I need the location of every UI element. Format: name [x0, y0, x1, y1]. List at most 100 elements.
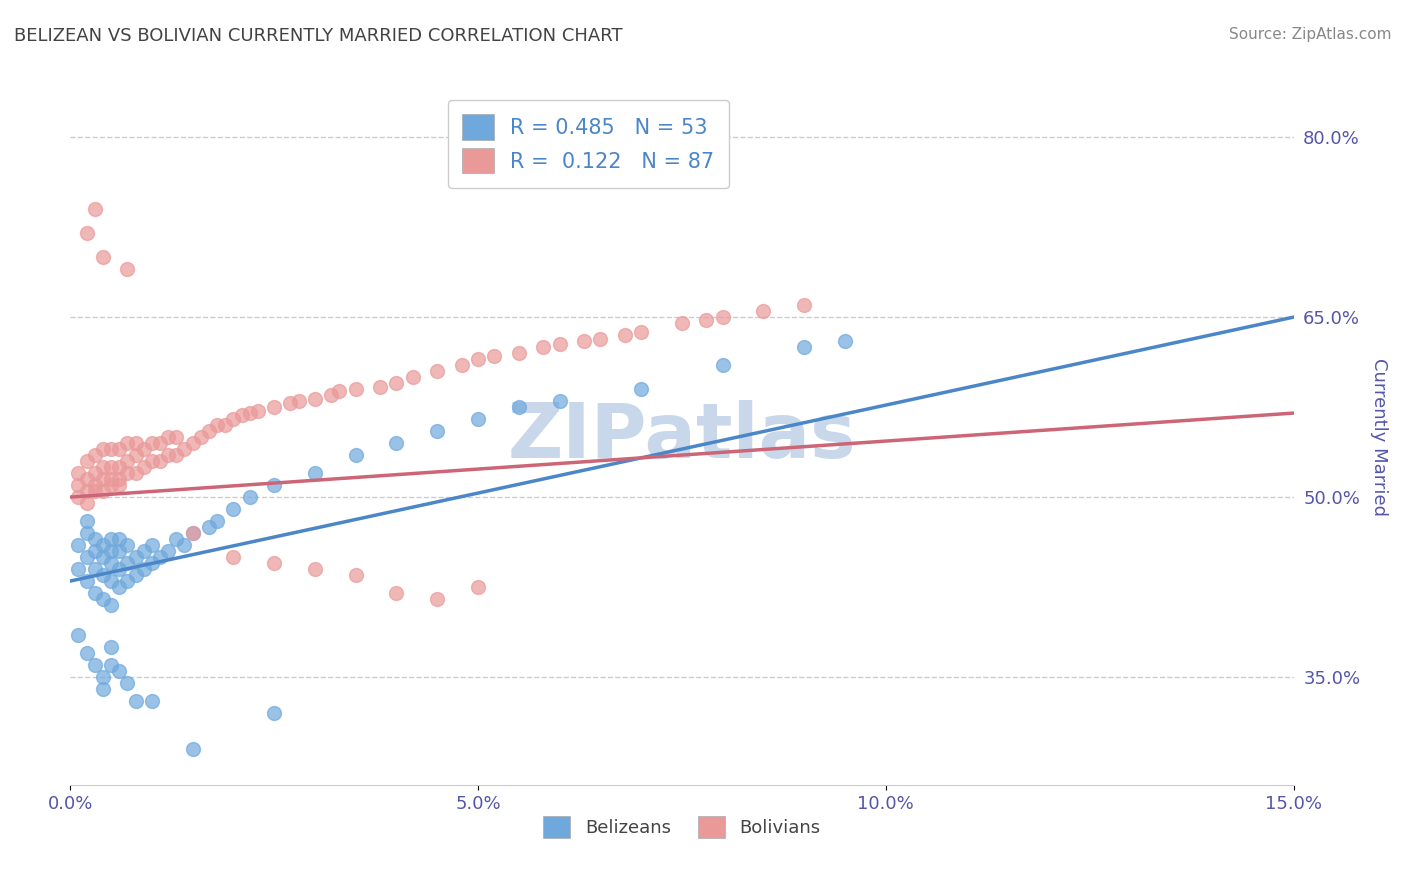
- Point: [100, 598, 122, 612]
- Point: [630, 325, 652, 339]
- Point: [467, 412, 489, 426]
- Point: [157, 544, 180, 558]
- Point: [67, 478, 90, 492]
- Point: [165, 430, 187, 444]
- Point: [117, 262, 139, 277]
- Point: [304, 466, 326, 480]
- Point: [149, 436, 172, 450]
- Point: [834, 334, 856, 348]
- Point: [91, 472, 114, 486]
- Point: [100, 544, 122, 558]
- Point: [222, 549, 245, 564]
- Point: [711, 310, 734, 325]
- Point: [132, 562, 155, 576]
- Y-axis label: Currently Married: Currently Married: [1369, 358, 1388, 516]
- Point: [83, 532, 105, 546]
- Point: [711, 358, 734, 372]
- Point: [426, 424, 449, 438]
- Point: [117, 556, 139, 570]
- Point: [157, 448, 180, 462]
- Point: [132, 442, 155, 456]
- Point: [124, 448, 146, 462]
- Point: [83, 544, 105, 558]
- Point: [630, 382, 652, 396]
- Point: [222, 412, 245, 426]
- Point: [173, 442, 195, 456]
- Point: [67, 538, 90, 552]
- Point: [91, 484, 114, 499]
- Point: [531, 340, 554, 354]
- Point: [117, 538, 139, 552]
- Point: [67, 466, 90, 480]
- Point: [108, 442, 131, 456]
- Point: [108, 478, 131, 492]
- Point: [76, 574, 98, 588]
- Point: [100, 460, 122, 475]
- Point: [181, 742, 204, 756]
- Point: [108, 544, 131, 558]
- Point: [117, 454, 139, 468]
- Point: [149, 454, 172, 468]
- Point: [76, 514, 98, 528]
- Point: [793, 340, 815, 354]
- Point: [100, 574, 122, 588]
- Point: [141, 436, 163, 450]
- Point: [124, 694, 146, 708]
- Point: [76, 646, 98, 660]
- Point: [157, 430, 180, 444]
- Point: [100, 472, 122, 486]
- Point: [67, 628, 90, 642]
- Point: [91, 549, 114, 564]
- Point: [165, 448, 187, 462]
- Point: [100, 640, 122, 654]
- Point: [450, 358, 472, 372]
- Point: [263, 478, 285, 492]
- Point: [100, 442, 122, 456]
- Point: [484, 349, 506, 363]
- Point: [239, 490, 262, 504]
- Point: [91, 670, 114, 684]
- Point: [117, 436, 139, 450]
- Point: [91, 592, 114, 607]
- Point: [304, 392, 326, 406]
- Point: [91, 442, 114, 456]
- Point: [91, 681, 114, 696]
- Point: [181, 526, 204, 541]
- Point: [287, 394, 309, 409]
- Point: [231, 409, 253, 423]
- Point: [613, 328, 636, 343]
- Point: [426, 592, 449, 607]
- Point: [263, 400, 285, 414]
- Point: [76, 549, 98, 564]
- Point: [222, 502, 245, 516]
- Point: [83, 478, 105, 492]
- Point: [117, 574, 139, 588]
- Text: BELIZEAN VS BOLIVIAN CURRENTLY MARRIED CORRELATION CHART: BELIZEAN VS BOLIVIAN CURRENTLY MARRIED C…: [14, 27, 623, 45]
- Point: [165, 532, 187, 546]
- Point: [385, 376, 408, 390]
- Point: [385, 586, 408, 600]
- Point: [328, 384, 350, 399]
- Point: [752, 304, 775, 318]
- Point: [91, 250, 114, 264]
- Point: [141, 538, 163, 552]
- Point: [108, 460, 131, 475]
- Text: Source: ZipAtlas.com: Source: ZipAtlas.com: [1229, 27, 1392, 42]
- Point: [695, 312, 717, 326]
- Point: [108, 472, 131, 486]
- Point: [239, 406, 262, 420]
- Point: [76, 526, 98, 541]
- Point: [124, 549, 146, 564]
- Point: [467, 580, 489, 594]
- Point: [108, 664, 131, 678]
- Point: [83, 448, 105, 462]
- Point: [205, 514, 228, 528]
- Point: [304, 562, 326, 576]
- Point: [100, 478, 122, 492]
- Point: [91, 568, 114, 582]
- Point: [108, 580, 131, 594]
- Point: [198, 424, 221, 438]
- Point: [91, 460, 114, 475]
- Point: [344, 382, 367, 396]
- Point: [117, 466, 139, 480]
